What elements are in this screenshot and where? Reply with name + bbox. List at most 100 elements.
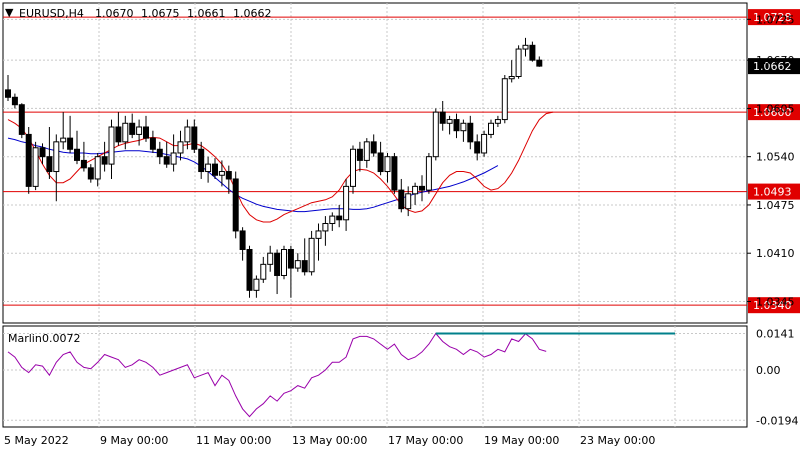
level-label: 1.0728	[753, 11, 792, 24]
bear-candle	[467, 122, 474, 143]
bull-candle	[425, 156, 432, 191]
bear-candle	[336, 215, 343, 221]
bull-candle	[350, 148, 356, 187]
bull-candle	[32, 147, 39, 187]
time-axis-label: 19 May 00:00	[484, 434, 559, 447]
bear-candle	[356, 148, 363, 161]
bear-candle	[25, 133, 32, 187]
bull-candle	[253, 278, 260, 291]
current-price-tag	[748, 58, 800, 75]
level-tag	[748, 104, 800, 121]
level-label: 1.0600	[753, 106, 792, 119]
bull-candle	[363, 141, 370, 161]
bull-candle	[405, 193, 412, 210]
bear-candle	[46, 156, 53, 173]
price-pane[interactable]	[2, 2, 748, 324]
time-axis-label: 9 May 00:00	[100, 434, 168, 447]
bull-candle	[412, 185, 419, 195]
price-axis-label: 1.0670	[756, 54, 795, 67]
time-axis-label: 13 May 00:00	[292, 434, 367, 447]
horizontal-levels: 1.0728 1.0600 1.0493 1.0340 1.0662	[3, 9, 800, 314]
ohlc-open: 1.0670	[95, 7, 134, 20]
level-tag	[748, 183, 800, 200]
indicator-pane[interactable]	[2, 325, 748, 428]
level-tag	[748, 297, 800, 314]
bear-candle	[439, 111, 446, 124]
bull-candle	[94, 156, 101, 180]
time-axis-label: 23 May 00:00	[580, 434, 655, 447]
bear-candle	[232, 178, 239, 232]
bull-candle	[281, 248, 287, 276]
time-axis-label: 17 May 00:00	[388, 434, 463, 447]
bear-candle	[115, 126, 122, 143]
symbol-label: EURUSD,H4	[19, 7, 84, 20]
bull-candle	[177, 141, 184, 154]
bear-candle	[474, 141, 481, 154]
bull-candle	[481, 133, 488, 154]
bear-candle	[163, 156, 170, 165]
price-axis-label: 1.0725	[756, 13, 795, 26]
level-label: 1.0340	[753, 299, 792, 312]
bear-candle	[536, 59, 543, 67]
bull-candle	[122, 122, 129, 143]
bull-candle	[184, 126, 191, 143]
bull-candle	[260, 263, 267, 280]
bull-candle	[308, 237, 315, 273]
candles	[5, 37, 543, 298]
bear-candle	[39, 147, 46, 158]
menu-triangle-icon[interactable]: ▼	[5, 6, 14, 19]
bear-candle	[143, 126, 149, 139]
level-tag	[748, 9, 800, 26]
bear-candle	[370, 141, 377, 154]
level-label: 1.0493	[753, 186, 792, 199]
bear-candle	[87, 167, 94, 180]
bear-candle	[198, 148, 205, 173]
bull-candle	[446, 119, 453, 124]
bull-candle	[460, 122, 467, 132]
bear-candle	[301, 260, 308, 273]
axes: 5 May 2022 9 May 00:00 11 May 00:00 13 May …	[4, 13, 798, 447]
price-axis-label: 1.0540	[756, 151, 795, 164]
oscillator	[7, 332, 675, 418]
bear-candle	[18, 104, 25, 135]
grid	[3, 3, 747, 427]
bull-candle	[343, 185, 350, 221]
bear-candle	[5, 89, 11, 98]
bull-candle	[53, 141, 60, 173]
indicator-axis-label: 0.0141	[756, 328, 795, 341]
bull-candle	[494, 119, 501, 124]
bear-candle	[453, 119, 460, 132]
bull-candle	[322, 223, 329, 232]
indicator-axis-label: 0.00	[756, 364, 781, 377]
bear-candle	[246, 248, 253, 291]
ma-fast-line	[7, 111, 554, 223]
bear-candle	[239, 230, 246, 250]
bull-candle	[205, 163, 212, 173]
bear-candle	[191, 126, 198, 150]
bear-candle	[225, 171, 232, 180]
bear-candle	[274, 252, 281, 276]
price-axis-label: 1.0345	[756, 295, 795, 308]
bull-candle	[488, 122, 494, 135]
bear-candle	[287, 248, 294, 269]
bear-candle	[80, 159, 87, 169]
indicator-value: 0.0072	[42, 332, 81, 345]
price-axis-label: 1.0475	[756, 199, 795, 212]
bull-candle	[267, 252, 274, 265]
bear-candle	[419, 185, 425, 191]
bull-candle	[508, 76, 515, 80]
bear-candle	[11, 96, 18, 106]
bull-candle	[170, 152, 177, 165]
indicator-axis-label: -0.0194	[756, 414, 798, 427]
ohlc-high: 1.0675	[141, 7, 180, 20]
bull-candle	[432, 111, 439, 158]
bull-candle	[218, 171, 225, 176]
bull-candle	[515, 48, 522, 78]
bear-candle	[67, 137, 74, 150]
bear-candle	[398, 189, 405, 210]
bull-candle	[522, 44, 529, 50]
bear-candle	[74, 148, 80, 161]
price-axis-label: 1.0605	[756, 102, 795, 115]
bear-candle	[212, 163, 218, 176]
